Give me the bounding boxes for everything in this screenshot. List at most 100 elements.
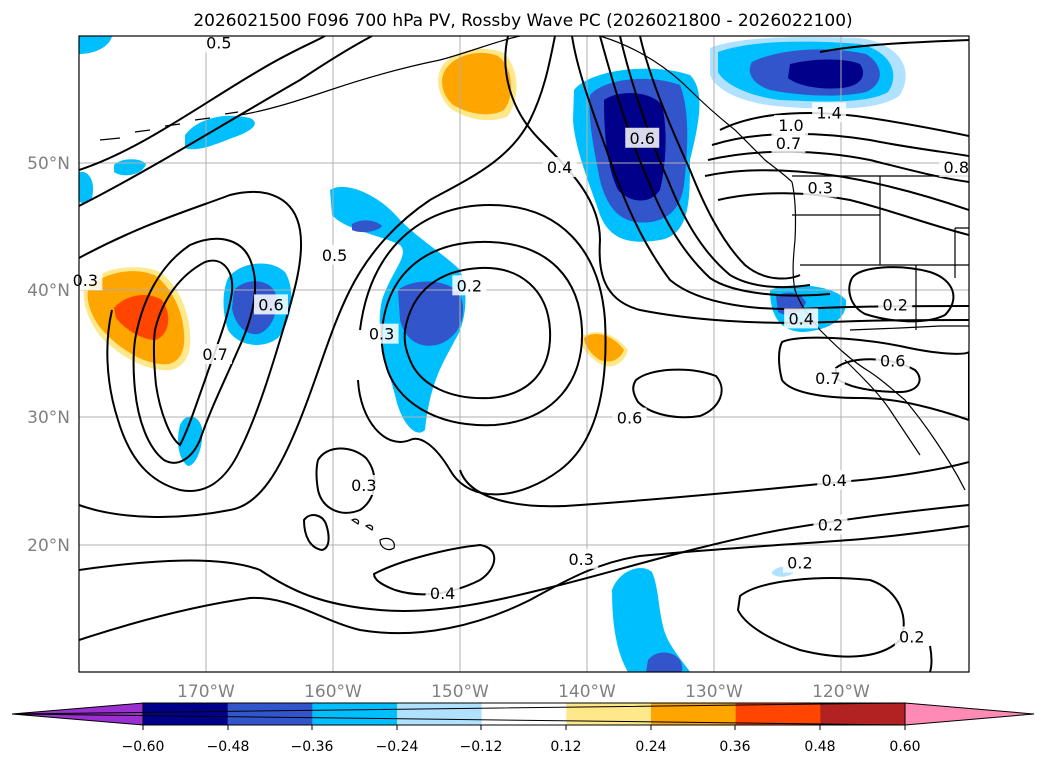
contour-label-bg — [813, 514, 848, 535]
contour-label: 0.2 — [457, 276, 482, 295]
pv-contours — [79, 36, 969, 672]
lat-tick-label-20n: 20°N — [27, 536, 70, 556]
contour-label-bg — [625, 127, 660, 148]
contour-1-4-jet — [719, 112, 969, 137]
cb-tick-label: 0.48 — [804, 739, 835, 755]
shade-neg-south-core — [646, 652, 683, 672]
cb-segment — [481, 703, 567, 725]
coast-baja — [844, 359, 921, 456]
contour-0-8-jet — [704, 169, 969, 211]
contour-label: 0.4 — [547, 158, 572, 177]
contour-0-6-trough — [571, 36, 969, 311]
contour-0-4-outer — [357, 203, 607, 496]
shade-pos-small-core — [584, 334, 624, 362]
contour-label-bg — [812, 102, 847, 123]
contour-0-2-inner — [848, 266, 955, 323]
contour-label-bg — [894, 626, 929, 647]
contour-0-7-trough — [599, 36, 831, 297]
cb-segment — [143, 703, 229, 725]
contour-label-bg — [346, 475, 381, 496]
cb-segment — [566, 703, 652, 725]
cb-tick-label: −0.12 — [460, 739, 503, 755]
graticule — [79, 36, 969, 672]
contour-label: 1.4 — [816, 103, 841, 122]
lon-tick-label-130w: 130°W — [685, 682, 743, 702]
contour-label-bg — [425, 583, 460, 604]
contour-sw-loop — [302, 514, 330, 552]
contour-label: 0.2 — [787, 554, 812, 573]
contour-0-2-ring — [403, 266, 552, 400]
contour-0-3-ring — [380, 240, 584, 427]
shade-neg-small-1 — [178, 416, 203, 466]
contour-label-bg — [201, 32, 236, 53]
contour-label: 0.3 — [369, 325, 394, 344]
contour-1-0-jet — [711, 132, 969, 157]
contour-label: 0.2 — [899, 627, 924, 646]
contour-label: 0.5 — [322, 246, 347, 265]
cb-segment — [397, 703, 483, 725]
contour-label-bg — [810, 368, 845, 389]
contour-label-bg — [878, 294, 913, 315]
shade-neg-south-outer — [612, 568, 690, 672]
cb-tick-label: −0.60 — [122, 739, 165, 755]
shade-neg-small-4 — [79, 171, 94, 204]
contour-label: 0.7 — [776, 134, 801, 153]
contour-label-bg — [803, 177, 838, 198]
contour-label-layer: 0.50.40.61.41.00.70.80.30.30.60.70.50.20… — [68, 32, 974, 647]
contour-label: 0.2 — [818, 515, 843, 534]
contour-0-7-loop — [132, 237, 257, 464]
contour-label: 0.4 — [822, 471, 847, 490]
contour-1-0-trough — [639, 36, 801, 280]
coast-alaska — [239, 36, 521, 116]
colorbar: −0.60 −0.48 −0.36 −0.24 −0.12 0.12 0.24 … — [11, 702, 1035, 755]
contour-0-5-north — [79, 36, 326, 171]
shade-neg-small-2 — [185, 115, 255, 150]
cb-extend-max — [905, 703, 1034, 725]
contour-0-4-loop-pacnw — [504, 36, 969, 324]
contour-label: 0.3 — [73, 271, 98, 290]
contour-0-3-band — [79, 525, 969, 641]
contour-label-bg — [364, 323, 399, 344]
contour-0-6-small — [632, 368, 723, 419]
coast-bc-panhandle — [599, 36, 793, 183]
contour-label-bg — [782, 552, 817, 573]
contour-north-loop — [79, 190, 303, 492]
cb-segment — [820, 703, 906, 725]
contour-label: 0.3 — [568, 550, 593, 569]
contour-label-bg — [774, 115, 808, 136]
cb-segment — [312, 703, 398, 725]
contour-0-3-hawaii — [315, 447, 376, 514]
contour-label: 0.6 — [258, 295, 283, 314]
contour-0-4-north — [79, 36, 373, 207]
lon-tick-label-170w: 170°W — [177, 682, 235, 702]
state-borders — [792, 176, 969, 330]
contour-0-4-band — [459, 461, 969, 508]
contour-label-bg — [817, 469, 852, 490]
coastlines — [99, 36, 969, 551]
shade-neg-central-outer — [330, 186, 466, 433]
contour-label: 0.3 — [808, 178, 833, 197]
contour-label: 0.5 — [206, 33, 231, 52]
contour-label-bg — [253, 294, 288, 315]
cb-segment — [735, 703, 821, 725]
contour-0-4-south — [372, 543, 496, 596]
contour-label-bg — [452, 275, 487, 296]
axis-ticks: 170°W 160°W 150°W 140°W 130°W 120°W 20°N… — [27, 154, 870, 702]
cb-tick-label: 0.60 — [889, 739, 920, 755]
map-panel: 0.50.40.61.41.00.70.80.30.30.60.70.50.20… — [27, 32, 974, 702]
contour-label-bg — [939, 157, 974, 178]
shade-neg-central-small — [352, 220, 382, 233]
cb-tick-label: 0.36 — [719, 739, 750, 755]
contour-label: 1.0 — [778, 116, 803, 135]
contour-label-bg — [564, 548, 599, 569]
lon-tick-label-120w: 120°W — [812, 682, 870, 702]
map-frame — [78, 35, 970, 673]
lat-tick-label-50n: 50°N — [27, 154, 70, 174]
coast-hawaii-1 — [379, 537, 395, 551]
cb-segment — [227, 703, 313, 725]
pv-shading — [79, 36, 906, 672]
lat-tick-label-40n: 40°N — [27, 281, 70, 301]
contour-label-bg — [612, 407, 647, 428]
contour-label: 0.3 — [351, 476, 376, 495]
contour-label: 0.2 — [883, 295, 908, 314]
